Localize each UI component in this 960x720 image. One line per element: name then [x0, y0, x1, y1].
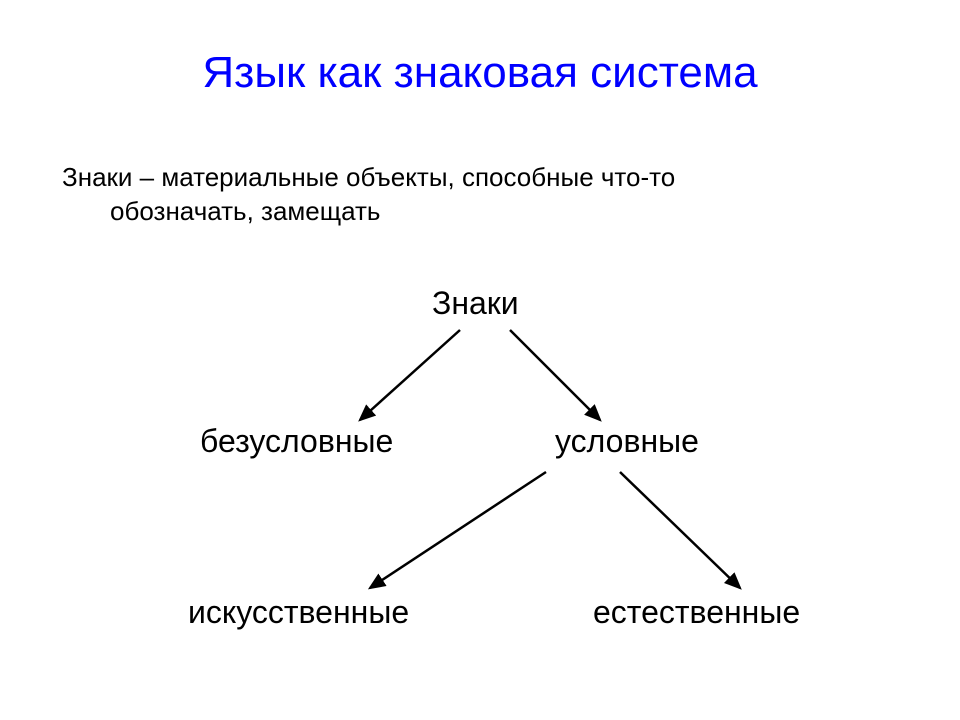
arrow-root-right — [510, 330, 600, 420]
arrow-right-right — [620, 472, 740, 588]
tree-arrows — [0, 0, 960, 720]
arrow-right-left — [370, 472, 546, 588]
arrow-root-left — [360, 330, 460, 420]
